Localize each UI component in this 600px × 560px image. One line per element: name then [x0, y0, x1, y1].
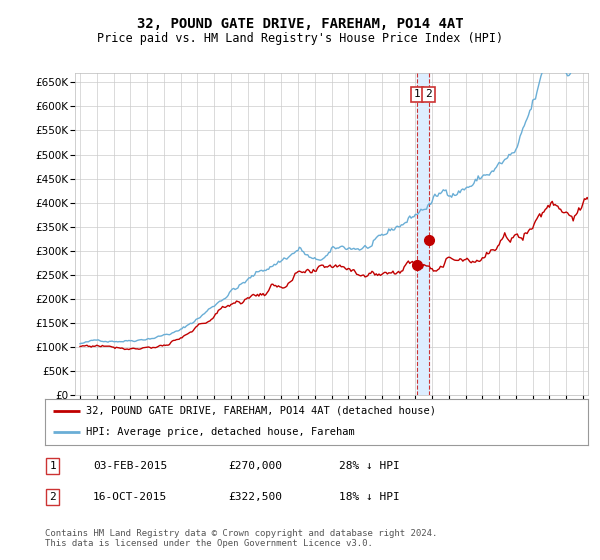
- Text: 03-FEB-2015: 03-FEB-2015: [93, 461, 167, 471]
- Text: 32, POUND GATE DRIVE, FAREHAM, PO14 4AT (detached house): 32, POUND GATE DRIVE, FAREHAM, PO14 4AT …: [86, 406, 436, 416]
- Text: Contains HM Land Registry data © Crown copyright and database right 2024.
This d: Contains HM Land Registry data © Crown c…: [45, 529, 437, 548]
- Bar: [417, 73, 428, 395]
- Text: 18% ↓ HPI: 18% ↓ HPI: [339, 492, 400, 502]
- Text: 16-OCT-2015: 16-OCT-2015: [93, 492, 167, 502]
- Text: HPI: Average price, detached house, Fareham: HPI: Average price, detached house, Fare…: [86, 427, 355, 437]
- Text: £270,000: £270,000: [228, 461, 282, 471]
- Text: 2: 2: [49, 492, 56, 502]
- Text: 32, POUND GATE DRIVE, FAREHAM, PO14 4AT: 32, POUND GATE DRIVE, FAREHAM, PO14 4AT: [137, 16, 463, 30]
- Text: £322,500: £322,500: [228, 492, 282, 502]
- Text: Price paid vs. HM Land Registry's House Price Index (HPI): Price paid vs. HM Land Registry's House …: [97, 31, 503, 45]
- Text: 1: 1: [413, 90, 420, 100]
- Text: 2: 2: [425, 90, 432, 100]
- Text: 1: 1: [49, 461, 56, 471]
- Text: 28% ↓ HPI: 28% ↓ HPI: [339, 461, 400, 471]
